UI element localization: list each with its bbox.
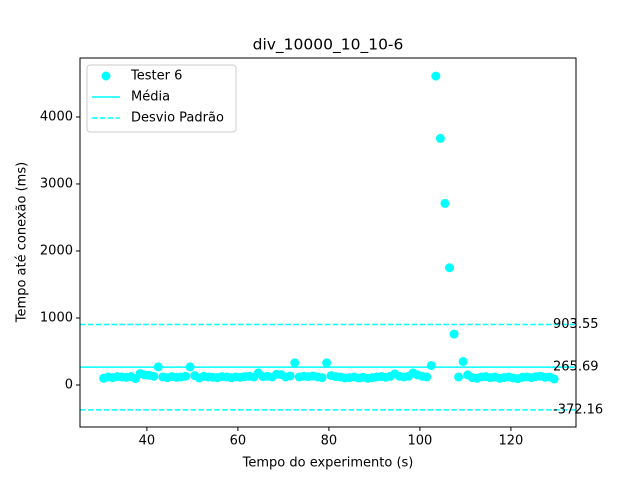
- x-tick-label: 40: [139, 434, 156, 449]
- legend-label: Desvio Padrão: [131, 111, 224, 126]
- legend-label: Tester 6: [130, 69, 182, 84]
- scatter-point: [317, 373, 327, 383]
- y-tick-label: 4000: [40, 109, 73, 124]
- x-axis-label: Tempo do experimento (s): [242, 456, 414, 471]
- y-tick-label: 0: [65, 377, 73, 392]
- scatter-point: [322, 358, 332, 368]
- scatter-point: [290, 358, 300, 368]
- y-tick-label: 1000: [40, 310, 73, 325]
- chart-title: div_10000_10_10-6: [253, 36, 404, 55]
- std-label: -372.16: [553, 402, 603, 417]
- legend-marker: [101, 71, 111, 81]
- scatter-point: [444, 263, 454, 273]
- y-tick-label: 2000: [40, 243, 73, 258]
- scatter-point: [454, 372, 464, 382]
- legend-label: Média: [131, 90, 170, 105]
- y-tick-label: 3000: [40, 176, 73, 191]
- plot-frame: [79, 57, 577, 428]
- scatter-point: [549, 374, 559, 384]
- scatter-point: [435, 133, 445, 143]
- legend-box: [86, 64, 237, 133]
- x-tick-label: 80: [321, 434, 338, 449]
- x-tick-label: 100: [408, 434, 433, 449]
- scatter-point: [422, 372, 432, 382]
- x-tick-label: 60: [230, 434, 247, 449]
- scatter-point: [449, 329, 459, 339]
- scatter-point: [440, 198, 450, 208]
- scatter-point: [426, 361, 436, 371]
- scatter-point: [149, 371, 159, 381]
- x-tick-label: 120: [499, 434, 524, 449]
- scatter-point: [285, 371, 295, 381]
- y-axis-label: Tempo até conexão (ms): [15, 162, 30, 323]
- scatter-point: [431, 71, 441, 81]
- scatter-point: [458, 357, 468, 367]
- scatter-point: [181, 371, 191, 381]
